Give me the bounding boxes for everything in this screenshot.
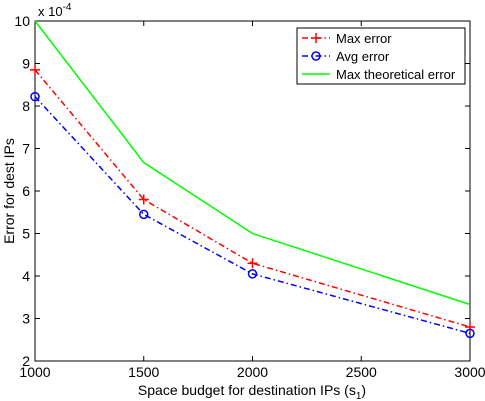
data-point — [30, 91, 40, 102]
data-point — [247, 269, 258, 279]
axis-ticks: 1000 1500 2000 2500 3000 2 3 4 5 6 7 8 9 10 — [14, 13, 485, 380]
x-tick-label: 1500 — [128, 364, 159, 380]
legend-item: Max error — [302, 31, 392, 46]
y-tick-label: 4 — [22, 268, 30, 284]
x-tick-label: 1000 — [19, 364, 50, 380]
series-line — [34, 96, 471, 335]
legend-label: Max error — [336, 31, 392, 46]
x-axis-label: Space budget for destination IPs (s1) — [138, 382, 366, 401]
series-line — [34, 20, 471, 306]
series-layer — [30, 20, 475, 339]
y-tick-label: 8 — [22, 98, 30, 114]
data-point — [247, 258, 258, 269]
x-tick-label: 2000 — [237, 364, 268, 380]
series-line — [34, 69, 471, 328]
legend-label: Avg error — [336, 49, 390, 64]
y-axis-multiplier: x 10-4 — [38, 2, 72, 19]
y-axis-label: Error for dest IPs — [1, 138, 17, 244]
data-point — [465, 322, 475, 332]
legend: Max error Avg error Max theoretical error — [296, 27, 466, 85]
legend-marker — [311, 51, 321, 61]
legend-item: Avg error — [302, 49, 390, 64]
data-point — [465, 328, 475, 339]
y-tick-label: 7 — [22, 141, 30, 157]
data-point — [139, 209, 149, 220]
data-point — [138, 194, 149, 205]
y-tick-label: 6 — [22, 183, 30, 199]
x-tick-label: 3000 — [454, 364, 485, 380]
y-tick-label: 3 — [22, 311, 30, 327]
legend-label: Max theoretical error — [336, 67, 456, 82]
x-tick-label: 2500 — [346, 364, 377, 380]
y-tick-label: 9 — [22, 56, 30, 72]
data-point — [30, 64, 40, 75]
y-tick-label: 2 — [22, 353, 30, 369]
y-tick-label: 5 — [22, 226, 30, 242]
legend-item: Max theoretical error — [302, 67, 456, 82]
y-tick-label: 10 — [14, 13, 30, 29]
legend-marker — [311, 33, 321, 43]
